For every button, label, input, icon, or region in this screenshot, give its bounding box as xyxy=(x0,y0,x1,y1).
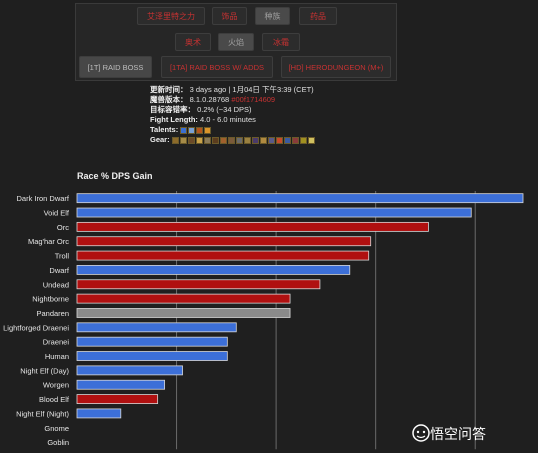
bar[interactable] xyxy=(76,394,159,404)
talent-icon-1[interactable] xyxy=(188,126,196,134)
tab-raid-boss-adds[interactable]: [1TA] RAID BOSS W/ ADDS xyxy=(161,56,273,78)
bar[interactable] xyxy=(76,351,228,361)
category-label: Troll xyxy=(55,252,70,261)
bar[interactable] xyxy=(76,193,524,204)
bar[interactable] xyxy=(76,336,228,347)
gear-label: Gear: xyxy=(150,135,170,144)
category-label: Pandaren xyxy=(36,309,69,318)
gear-icon-16[interactable] xyxy=(299,136,307,144)
updated-label: 更新时间： xyxy=(150,85,188,94)
version-hash[interactable]: #00f1714609 xyxy=(231,95,276,104)
talent-icon-3[interactable] xyxy=(204,126,212,134)
category-label: Undead xyxy=(43,280,69,289)
tab-raid-boss[interactable]: [1T] RAID BOSS xyxy=(79,56,152,78)
category-label: Void Elf xyxy=(44,209,70,218)
gear-icons xyxy=(171,135,316,145)
tab-frost[interactable]: 冰霜 xyxy=(262,33,300,51)
gear-icon-17[interactable] xyxy=(307,136,315,144)
error-value: 0.2% (~34 DPS) xyxy=(197,105,252,114)
tab-trinkets[interactable]: 饰品 xyxy=(212,7,247,25)
tab-fire[interactable]: 火焰 xyxy=(218,33,254,51)
category-label: Goblin xyxy=(47,438,69,447)
gear-icon-5[interactable] xyxy=(211,136,219,144)
tab-azerite-power[interactable]: 艾泽里特之力 xyxy=(137,7,205,25)
version-label: 魔兽版本： xyxy=(150,95,188,104)
category-label: Nightborne xyxy=(32,295,69,304)
category-label: Worgen xyxy=(43,381,69,390)
category-label: Dark Iron Dwarf xyxy=(16,194,69,203)
bar[interactable] xyxy=(76,322,237,333)
bar[interactable] xyxy=(76,265,351,275)
gear-icon-13[interactable] xyxy=(275,136,283,144)
gear-icon-11[interactable] xyxy=(259,136,267,144)
gear-icon-1[interactable] xyxy=(179,136,187,144)
category-label: Night Elf (Night) xyxy=(16,409,69,418)
updated-value: 3 days ago | 1月04日 下午3:39 (CET) xyxy=(189,85,314,94)
fight-length-label: Fight Length: xyxy=(150,115,198,124)
talent-icon-0[interactable] xyxy=(180,126,188,134)
bar[interactable] xyxy=(76,236,372,247)
bar[interactable] xyxy=(76,308,291,318)
category-label: Blood Elf xyxy=(39,395,70,404)
tab-races[interactable]: 种族 xyxy=(255,7,290,25)
gear-icon-3[interactable] xyxy=(195,136,203,144)
talents-label: Talents: xyxy=(150,125,179,134)
category-label: Night Elf (Day) xyxy=(20,366,69,375)
bar[interactable] xyxy=(76,379,166,390)
error-label: 目标容错率： xyxy=(150,105,195,114)
category-label: Orc xyxy=(57,223,69,232)
bar[interactable] xyxy=(76,250,370,261)
category-label: Human xyxy=(45,352,69,361)
category-label: Gnome xyxy=(44,424,69,433)
gear-icon-12[interactable] xyxy=(267,136,275,144)
bar[interactable] xyxy=(76,365,183,376)
gear-icon-14[interactable] xyxy=(283,136,291,144)
gear-icon-2[interactable] xyxy=(187,136,195,144)
fight-length-value: 4.0 - 6.0 minutes xyxy=(200,115,256,124)
category-label: Lightforged Draenei xyxy=(3,323,69,332)
chart-title: Race % DPS Gain xyxy=(77,171,153,181)
gear-icon-9[interactable] xyxy=(243,136,251,144)
bar[interactable] xyxy=(76,408,122,419)
gear-icon-6[interactable] xyxy=(219,136,227,144)
gear-icon-0[interactable] xyxy=(171,136,179,144)
tab-arcane[interactable]: 奥术 xyxy=(175,33,211,51)
talent-icons xyxy=(180,125,212,135)
version-value: 8.1.0.28768 xyxy=(189,95,230,104)
category-label: Draenei xyxy=(43,338,70,347)
bar[interactable] xyxy=(76,221,429,232)
bar[interactable] xyxy=(76,293,291,304)
bar[interactable] xyxy=(76,207,472,218)
category-label: Mag'har Orc xyxy=(28,237,69,246)
gear-icon-8[interactable] xyxy=(235,136,243,144)
wukong-logo-icon xyxy=(412,424,430,442)
gear-icon-7[interactable] xyxy=(227,136,235,144)
sim-info: 更新时间： 3 days ago | 1月04日 下午3:39 (CET) 魔兽… xyxy=(150,85,316,145)
category-label: Dwarf xyxy=(49,266,70,275)
gear-icon-10[interactable] xyxy=(251,136,259,144)
tab-potions[interactable]: 药品 xyxy=(299,7,337,25)
gear-icon-4[interactable] xyxy=(203,136,211,144)
tab-herodungeon[interactable]: [HD] HERODUNGEON (M+) xyxy=(281,56,391,78)
bar[interactable] xyxy=(76,279,321,290)
watermark-text: 悟空问答 xyxy=(430,426,486,442)
gear-icon-15[interactable] xyxy=(291,136,299,144)
talent-icon-2[interactable] xyxy=(196,126,204,134)
